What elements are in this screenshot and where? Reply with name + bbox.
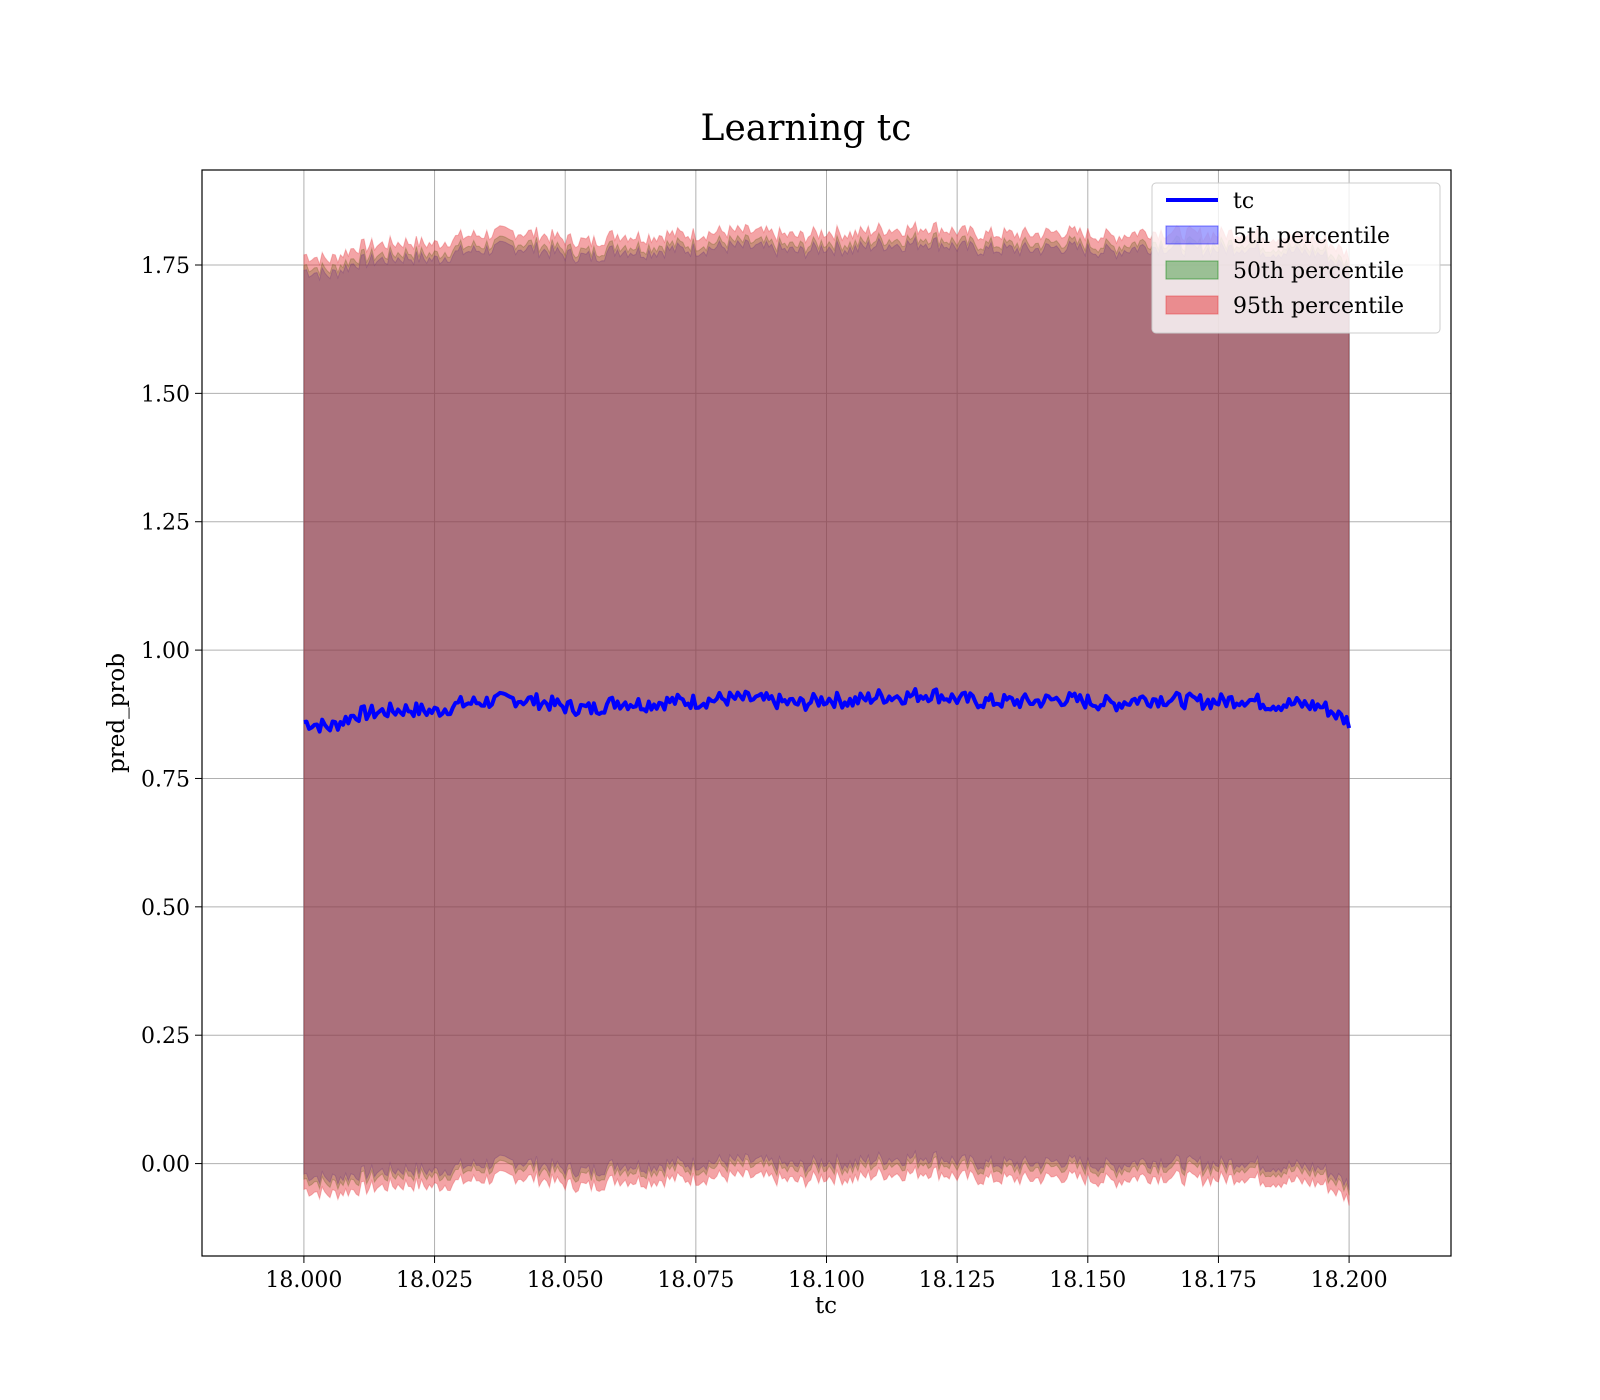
band-2 [303,230,1350,1196]
x-tick-label: 18.050 [527,1268,604,1293]
x-axis-ticks: 18.000 18.025 18.050 18.075 18.100 18.125 18.1… [265,1256,1388,1293]
y-tick-label: 0.50 [141,896,190,921]
y-tick-label: 1.75 [141,254,190,279]
x-tick-label: 18.000 [265,1268,342,1293]
y-tick-label: 1.25 [141,511,190,536]
x-tick-label: 18.200 [1311,1268,1388,1293]
legend-label-tc: tc [1233,189,1254,214]
legend: tc 5th percentile 50th percentile 95th perc… [1151,182,1441,334]
y-tick-label: 1.50 [141,382,190,407]
x-tick-label: 18.150 [1049,1268,1126,1293]
legend-swatch-band [1165,225,1219,245]
x-tick-label: 18.025 [396,1268,473,1293]
y-tick-label: 1.00 [141,639,190,664]
legend-swatch-band [1165,260,1219,280]
x-tick-label: 18.125 [919,1268,996,1293]
legend-swatch-band [1165,295,1219,315]
line-series [303,687,1352,734]
percentile-bands [303,220,1350,1206]
x-axis-label: tc [815,1293,837,1319]
y-axis-ticks: 0.00 0.25 0.50 0.75 1.00 1.25 1.50 1.75 [141,254,202,1178]
y-tick-label: 0.25 [141,1024,190,1049]
y-axis-label: pred_prob [104,653,130,773]
y-tick-label: 0.00 [141,1153,190,1178]
x-tick-label: 18.175 [1180,1268,1257,1293]
band-1 [303,235,1350,1191]
legend-label-band: 5th percentile [1233,224,1390,249]
legend-items: tc 5th percentile 50th percentile 95th perc… [1165,189,1404,319]
legend-box [1151,182,1441,334]
y-tick-label: 0.75 [141,767,190,792]
x-tick-label: 18.075 [657,1268,734,1293]
grid [202,170,1451,1256]
legend-label-band: 95th percentile [1233,294,1404,319]
chart-title: Learning tc [701,108,912,149]
legend-label-band: 50th percentile [1233,259,1404,284]
band-3 [303,220,1350,1206]
series-line-tc [303,687,1352,734]
x-tick-label: 18.100 [788,1268,865,1293]
